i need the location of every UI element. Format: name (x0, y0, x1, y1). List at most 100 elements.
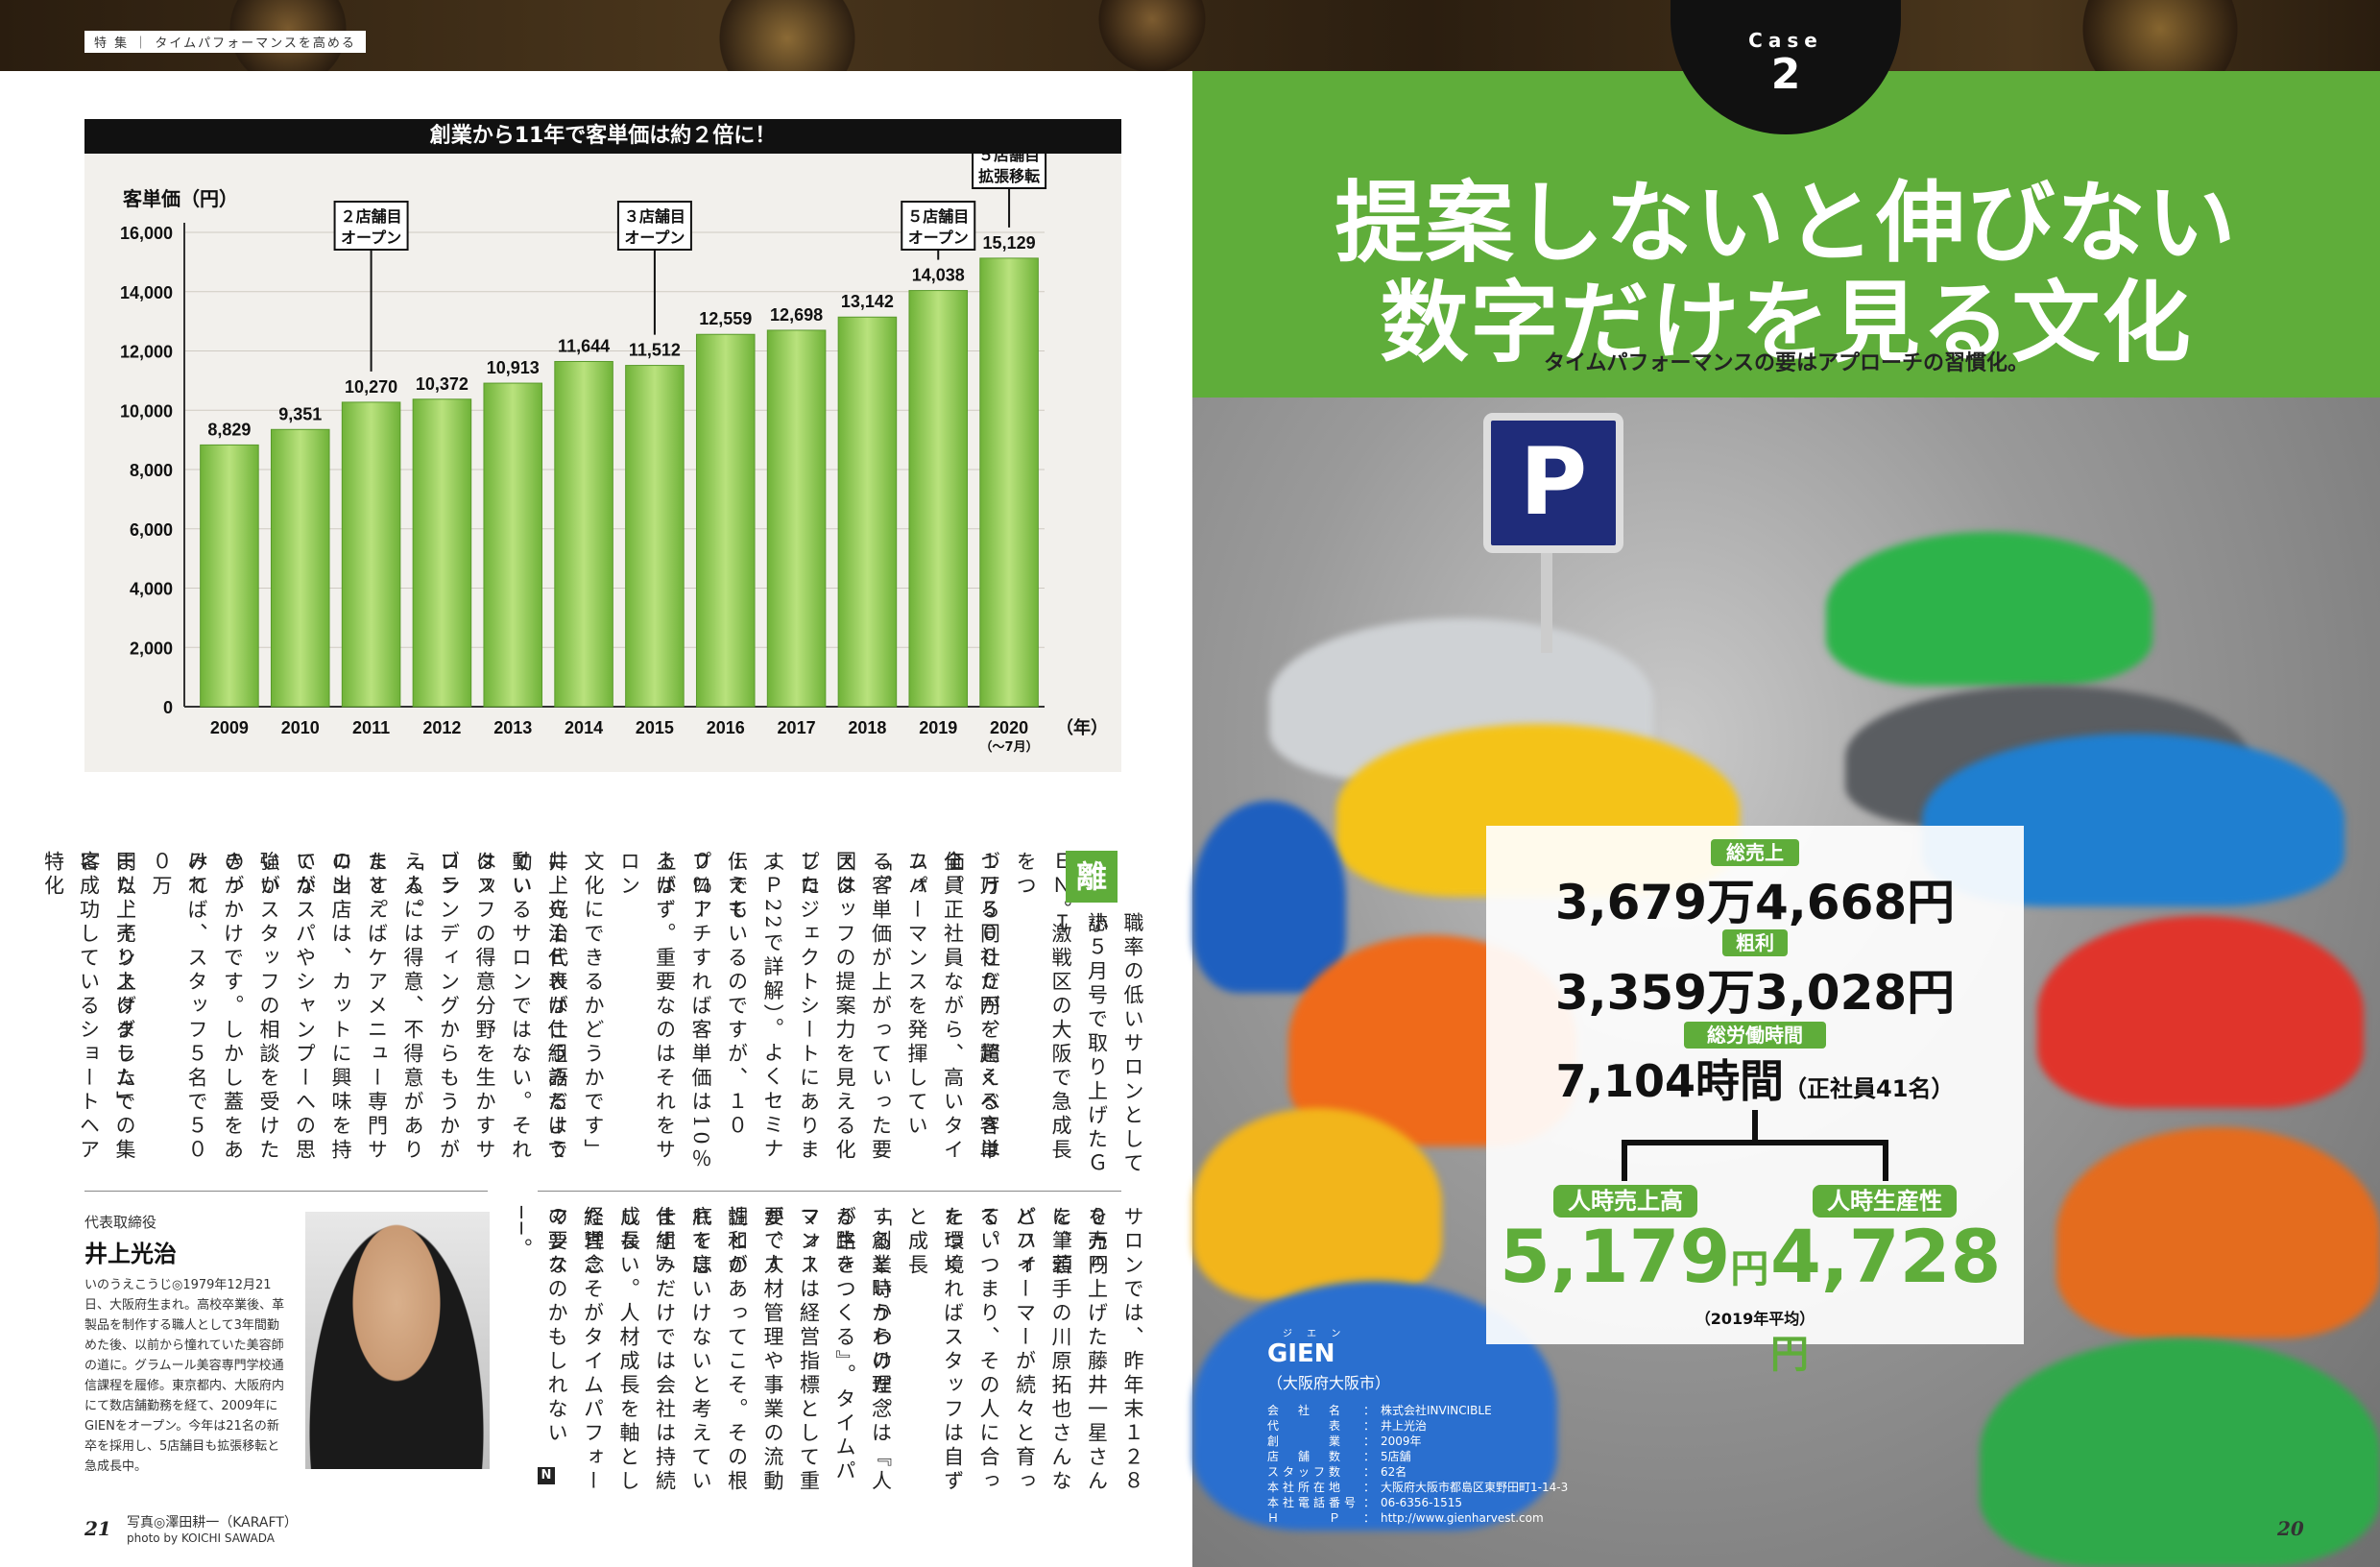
xtick-label: 2015 (636, 718, 674, 737)
period-note: （2019年平均） (1695, 1310, 1815, 1328)
bar (625, 365, 685, 708)
xtick-label: 2014 (565, 718, 603, 737)
info-sep: ： (1363, 1511, 1376, 1525)
hours-note: （正社員41名） (1784, 1075, 1955, 1102)
info-key: 本社所在地 (1267, 1481, 1345, 1494)
per-hour-sales: 5,179円 (1500, 1214, 1768, 1299)
x-axis-label: （年） (1056, 717, 1108, 738)
company-location: （大阪府大阪市） (1267, 1374, 1391, 1392)
article-line: れてはいけないと考えています」 (654, 1206, 712, 1494)
annotation-text: オープン (341, 229, 401, 247)
xtick-label: 2019 (919, 718, 957, 737)
article-line: に成功しているショートヘア特化 (41, 851, 101, 1163)
article-line: 円以上売り上げました」 (113, 851, 137, 1115)
info-sep: ： (1363, 1404, 1376, 1417)
divider (84, 1191, 488, 1192)
article-line: 文化にできるかどうかです」 (582, 851, 605, 1163)
article-line: 井上光治代表がこう語るよう (545, 851, 569, 1163)
sales-label: 総売上 (1711, 839, 1799, 866)
data-label: 9,351 (278, 404, 322, 423)
hours-value: 7,104時間 (1555, 1055, 1785, 1107)
bar (766, 329, 827, 708)
info-value: 大阪府大阪市都島区東野田町1-14-3 (1381, 1481, 1569, 1494)
article-line: きっかけです。しかし蓋をあけて (185, 851, 245, 1163)
xtick-sublabel: （〜7月） (980, 739, 1039, 755)
car-blue-left (1192, 801, 1346, 993)
sales-value: 3,679万4,668円 (1554, 875, 1956, 930)
info-value: 株式会社INVINCIBLE (1381, 1404, 1492, 1417)
ytick-label: 8,000 (130, 461, 173, 480)
info-key: Ｈ Ｐ (1267, 1511, 1345, 1525)
photo-credit-jp: 写真◎澤田耕一（KARAFT） (127, 1515, 298, 1531)
info-sep: ： (1363, 1419, 1376, 1433)
info-sep: ： (1363, 1450, 1376, 1463)
subtitle: タイムパフォーマンスの要はアプローチの習慣化。 (1543, 351, 2030, 375)
info-sep: ： (1363, 1465, 1376, 1479)
annotation-text: オープン (624, 229, 685, 247)
company-info-row: 創 業 ： 2009年 (1267, 1434, 1568, 1449)
info-key: 創 業 (1267, 1434, 1345, 1448)
annotation-text: ２店舗目 (341, 207, 402, 226)
drop-cap: 離 (1066, 851, 1118, 903)
y-axis-label: 客単価（円） (122, 187, 238, 210)
info-key: 店 舗 数 (1267, 1450, 1345, 1463)
article-line: １万５０００円を超える客単価。 (942, 851, 1000, 1163)
xtick-label: 2012 (422, 718, 461, 737)
company-info-row: 会 社 名 ： 株式会社INVINCIBLE (1267, 1403, 1568, 1418)
article-line: みれば、スタッフ５名で５００万 (150, 851, 208, 1163)
company-info: ジ エ ン GIEN （大阪府大阪市） 会 社 名 ： 株式会社INVINCIBLE… (1267, 1325, 1568, 1526)
ytick-label: 6,000 (130, 520, 173, 540)
article-line: サロンでは、昨年末１２８０万円 (1086, 1206, 1144, 1494)
article-line: また、インスタグラムでの集客 (78, 851, 136, 1163)
article-line: プロジェクトシートにあります (761, 851, 821, 1163)
data-label: 12,559 (699, 309, 752, 328)
annotation-text: ５店舗目 (907, 207, 969, 226)
bar (908, 290, 969, 708)
data-label: 12,698 (770, 305, 823, 325)
portrait-photo (305, 1212, 490, 1469)
article-line: しない。人材成長を軸とした理念 (582, 1206, 640, 1494)
article-line: タッフの得意分野を生かすサロン (438, 851, 496, 1163)
data-label: 10,372 (416, 374, 469, 394)
hours-row: 7,104時間（正社員41名） (1486, 1047, 2024, 1110)
company-name: GIEN (1267, 1339, 1335, 1368)
parking-sign-pole (1541, 538, 1552, 653)
xtick-label: 2013 (493, 718, 532, 737)
profile-bio: いのうえこうじ◎1979年12月21日、大阪府生まれ。高校卒業後、革製品を制作す… (84, 1278, 285, 1474)
xtick-label: 2009 (210, 718, 249, 737)
annotation-box (616, 201, 692, 251)
photo-credit: 写真◎澤田耕一（KARAFT） photo by KOICHI SAWADA (127, 1515, 298, 1546)
xtick-label: 2017 (778, 718, 816, 737)
data-label: 10,270 (345, 377, 397, 397)
info-value: 5店舗 (1381, 1450, 1411, 1463)
parking-sign: P (1483, 413, 1623, 553)
company-info-row: 本社電話番号： 06-6356-1515 (1267, 1495, 1568, 1510)
company-details: 会 社 名 ： 株式会社INVINCIBLE 代 表 ： 井上光治創 業 ： 2009年店 舗… (1267, 1403, 1568, 1526)
article-line: 「客単価が上がっていった要因は (833, 851, 893, 1163)
article-line: 伝えているのですが、１００％ア (689, 851, 749, 1139)
article-line: に、ＧＩＥＮは仕組みだけで動い (510, 851, 568, 1163)
data-label: 14,038 (912, 266, 965, 285)
ytick-label: 2,000 (130, 639, 173, 658)
data-label: 8,829 (207, 420, 251, 439)
chart-panel: 0 2,000 4,000 6,000 8,000 10,000 12,000 14,000 1… (84, 119, 1121, 772)
article-line: プローチすれば客単価は10％上が (654, 851, 712, 1172)
ytick-label: 16,000 (120, 224, 173, 243)
xtick-label: 2016 (707, 718, 745, 737)
stats-box: 総売上 3,679万4,668円 粗利 3,359万3,028円 総労働時間 7… (1486, 826, 2024, 1377)
article-line: ＥＮ。激戦区の大阪で急成長をつ (1014, 851, 1072, 1163)
article-line: 誌５月号で取り上げたＧＩ (1049, 912, 1109, 1176)
article-line: （Ｐ22で詳解）。よくセミナーでも (726, 851, 784, 1163)
bar (837, 316, 898, 708)
data-label: 11,644 (558, 336, 610, 355)
car-red (2037, 916, 2364, 1108)
info-sep: ： (1363, 1496, 1376, 1509)
ytick-label: 0 (163, 698, 173, 717)
series-tag: 特 集 ｜ タイムパフォーマンスを高める (84, 31, 366, 53)
article-line: る。つまり、その人に合った環境 (942, 1206, 1000, 1494)
gross-value: 3,359万3,028円 (1554, 965, 1956, 1021)
xtick-label: 2010 (281, 718, 320, 737)
xtick-label: 2020 (990, 718, 1028, 737)
article-line: の要なのかもしれない──。 (510, 1206, 568, 1446)
bar (341, 401, 401, 708)
